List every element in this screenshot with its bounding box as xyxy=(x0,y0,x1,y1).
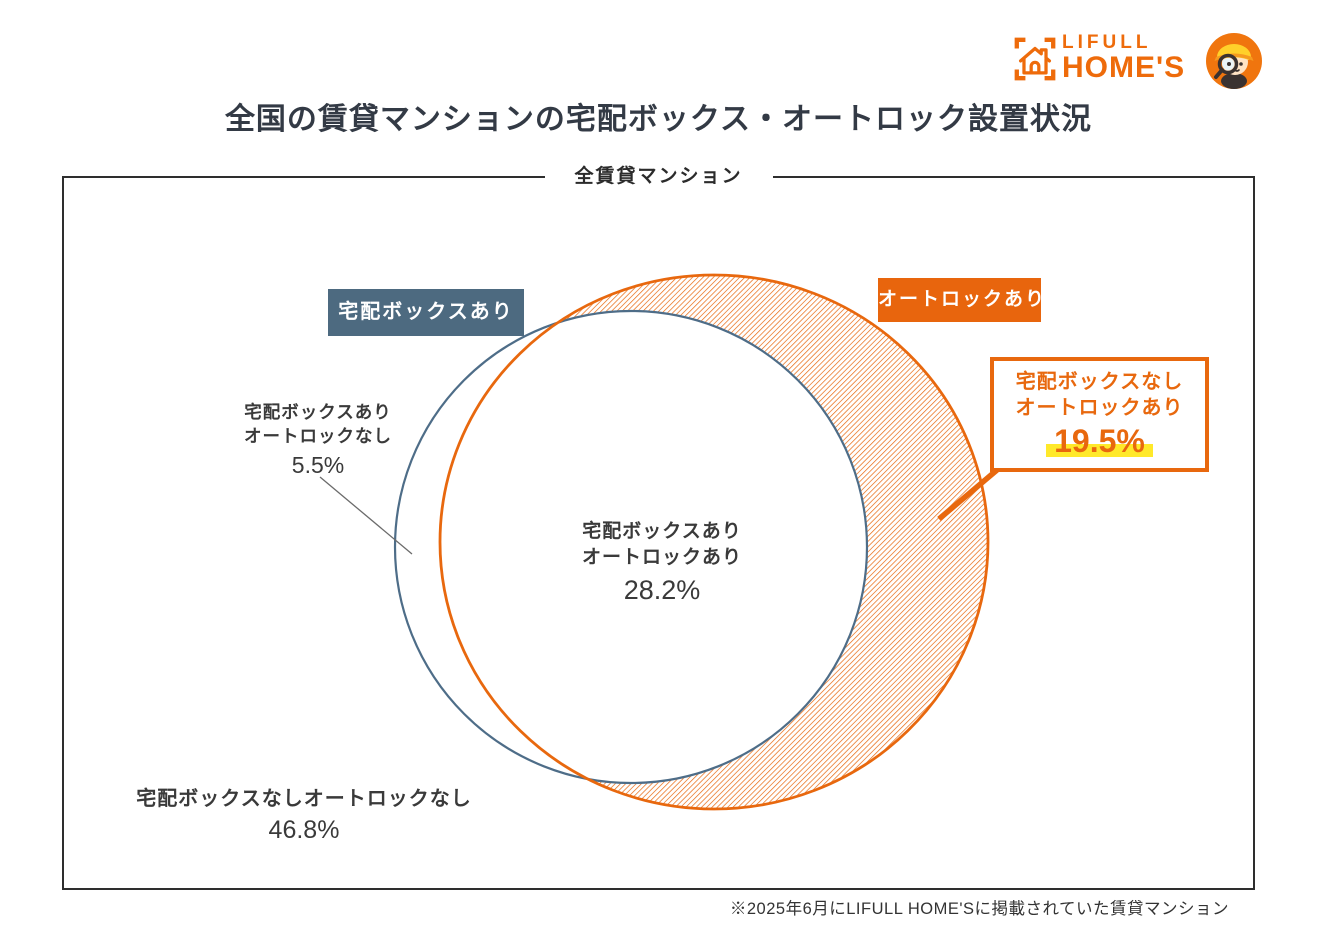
logo-text-lifull: LIFULL xyxy=(1062,32,1152,53)
region-label-left-only: 宅配ボックスあり オートロックなし 5.5% xyxy=(218,400,418,480)
logo-text-homes: HOME'S xyxy=(1062,51,1186,84)
callout-pointer-line xyxy=(937,467,999,522)
region-intersection-value: 28.2% xyxy=(623,575,701,605)
callout-line2: オートロックあり xyxy=(1015,397,1184,419)
delivery-box-set-tag: 宅配ボックスあり xyxy=(328,289,524,336)
region-outside-label: 宅配ボックスなしオートロックなし xyxy=(136,788,472,810)
region-left-only-value: 5.5% xyxy=(291,452,345,478)
left-only-leader-line xyxy=(319,476,413,555)
callout-value-highlight: 19.5% xyxy=(1046,423,1153,459)
region-left-only-line1: 宅配ボックスあり xyxy=(244,402,392,422)
auto-lock-set-circle xyxy=(438,273,990,811)
callout-line1: 宅配ボックスなし xyxy=(1015,371,1184,393)
region-intersection-line1: 宅配ボックスあり xyxy=(582,521,742,542)
region-left-only-line2: オートロックなし xyxy=(244,426,392,446)
chart-frame: 全賃貸マンション 宅配ボックスあり オートロックあり xyxy=(62,163,1255,890)
region-intersection-line2: オートロックあり xyxy=(581,547,742,568)
house-in-brackets-icon xyxy=(1014,37,1056,81)
right-only-callout-box: 宅配ボックスなし オートロックあり 19.5% xyxy=(990,357,1209,472)
region-label-outside: 宅配ボックスなしオートロックなし 46.8% xyxy=(114,786,494,846)
frame-label: 全賃貸マンション xyxy=(544,163,773,191)
homes-kun-mascot-icon xyxy=(1206,33,1262,89)
region-label-intersection: 宅配ボックスあり オートロックあり 28.2% xyxy=(562,519,762,607)
auto-lock-set-tag: オートロックあり xyxy=(878,278,1044,322)
delivery-box-set-circle xyxy=(393,309,869,785)
auto-lock-only-hatched-region xyxy=(440,275,988,809)
source-footnote: ※2025年6月にLIFULL HOME'Sに掲載されていた賃貸マンション xyxy=(729,900,1229,918)
venn-diagram xyxy=(319,273,999,811)
region-outside-value: 46.8% xyxy=(268,816,340,844)
page-title: 全国の賃貸マンションの宅配ボックス・オートロック設置状況 xyxy=(224,103,1093,136)
lifull-homes-logo: LIFULL HOME'S xyxy=(1006,30,1274,94)
callout-value: 19.5% xyxy=(994,422,1205,460)
